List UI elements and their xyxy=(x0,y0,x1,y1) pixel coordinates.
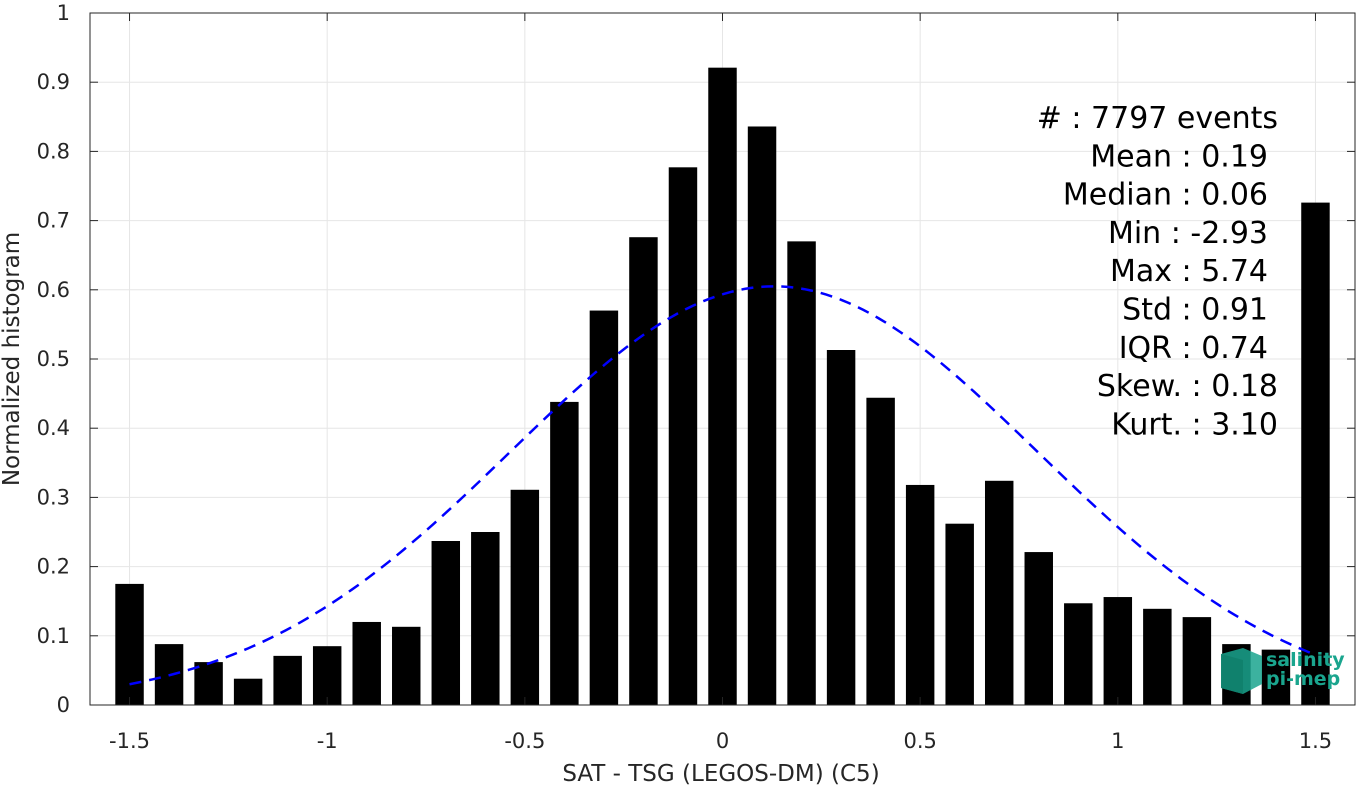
histogram-bar xyxy=(431,540,461,705)
histogram-bar xyxy=(352,621,381,705)
histogram-bar xyxy=(312,646,342,705)
histogram-bar xyxy=(115,583,144,705)
y-tick-label: 0.7 xyxy=(37,209,70,233)
histogram-bar xyxy=(471,532,500,705)
histogram-bar xyxy=(747,126,777,706)
histogram-bar xyxy=(668,167,698,706)
stat-line: Max : 5.74 xyxy=(1110,254,1268,289)
histogram-bar xyxy=(1301,202,1330,705)
histogram-bar xyxy=(194,662,223,705)
x-tick-label: 0.5 xyxy=(903,729,936,753)
x-tick-label: 1 xyxy=(1111,729,1124,753)
y-tick-label: 0.1 xyxy=(37,624,70,648)
histogram-bar xyxy=(866,397,895,705)
histogram-bar xyxy=(550,401,579,705)
histogram-bars xyxy=(115,67,1330,706)
histogram-bar xyxy=(1143,608,1172,705)
y-tick-label: 0.8 xyxy=(37,139,70,163)
y-tick-label: 0.9 xyxy=(37,70,70,94)
axis-ticks xyxy=(90,12,1355,706)
histogram-bar xyxy=(945,523,974,705)
histogram-bar xyxy=(826,350,856,705)
y-tick-label: 1 xyxy=(57,1,70,25)
histogram-bar xyxy=(392,626,421,705)
histogram-bar xyxy=(629,237,658,705)
histogram-bar xyxy=(1182,617,1212,705)
histogram-bar xyxy=(708,67,737,706)
x-tick-label: -1.5 xyxy=(109,729,150,753)
stat-line: Skew. : 0.18 xyxy=(1097,369,1278,404)
x-tick-label: -1 xyxy=(317,729,338,753)
x-tick-label: 0 xyxy=(716,729,729,753)
y-tick-labels: 0 0.1 0.2 0.3 0.4 0.5 0.6 0.7 0.8 0.9 1 xyxy=(37,1,70,717)
histogram-bar xyxy=(589,310,619,705)
logo-line1: salinity xyxy=(1266,649,1345,671)
y-tick-label: 0.6 xyxy=(37,278,70,302)
histogram-bar xyxy=(905,484,935,705)
salinity-pimep-logo: salinity pi-mep xyxy=(1221,648,1345,694)
x-axis-title: SAT - TSG (LEGOS-DM) (C5) xyxy=(562,761,879,785)
histogram-bar xyxy=(273,655,302,705)
histogram-bar xyxy=(1103,597,1133,705)
histogram-bar xyxy=(787,241,816,706)
stat-line: Min : -2.93 xyxy=(1108,216,1268,251)
histogram-bar xyxy=(1064,603,1093,705)
x-tick-labels: -1.5 -1 -0.5 0 0.5 1 1.5 xyxy=(109,729,1332,753)
stat-line: IQR : 0.74 xyxy=(1119,331,1268,366)
x-tick-label: 1.5 xyxy=(1299,729,1332,753)
histogram-bar xyxy=(984,480,1014,705)
stat-line: Std : 0.91 xyxy=(1122,293,1268,328)
stat-line: Kurt. : 3.10 xyxy=(1111,407,1278,442)
gaussian-fit-curve xyxy=(129,285,1316,686)
y-axis-title: Normalized histogram xyxy=(0,232,25,486)
y-tick-label: 0.2 xyxy=(37,555,70,579)
stat-line: # : 7797 events xyxy=(1037,101,1278,136)
x-tick-label: -0.5 xyxy=(504,729,545,753)
y-tick-label: 0 xyxy=(57,693,70,717)
histogram-bar xyxy=(1261,649,1291,705)
stat-line: Median : 0.06 xyxy=(1063,178,1268,213)
y-tick-label: 0.5 xyxy=(37,347,70,371)
histogram-bar xyxy=(510,489,540,705)
logo-cube-face-icon xyxy=(1221,654,1243,694)
histogram-bar xyxy=(233,678,263,705)
logo-line2: pi-mep xyxy=(1266,668,1340,690)
stat-line: Mean : 0.19 xyxy=(1090,139,1268,174)
y-tick-label: 0.3 xyxy=(37,485,70,509)
histogram-bar xyxy=(1024,552,1053,705)
y-tick-label: 0.4 xyxy=(37,416,70,440)
